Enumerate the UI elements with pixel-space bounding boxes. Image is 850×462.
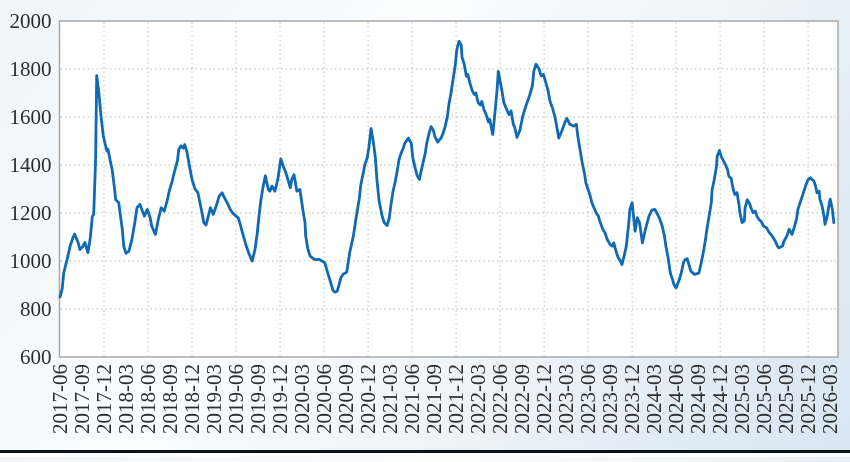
x-axis-tick-label: 2026-03: [818, 364, 842, 434]
x-axis-tick-label: 2017-12: [92, 364, 116, 434]
x-axis-tick-label: 2022-03: [466, 364, 490, 434]
x-axis-tick-label: 2024-06: [664, 364, 688, 434]
x-axis-tick-label: 2023-03: [554, 364, 578, 434]
x-axis-tick-label: 2020-09: [334, 364, 358, 434]
window-bottom-edge: [0, 450, 850, 453]
x-axis-tick-label: 2022-12: [532, 364, 556, 434]
y-axis-tick-label: 1200: [10, 201, 52, 225]
x-axis-tick-label: 2023-12: [620, 364, 644, 434]
x-axis-tick-label: 2021-03: [378, 364, 402, 434]
x-axis-tick-label: 2023-06: [576, 364, 600, 434]
y-axis-tick-label: 1800: [10, 57, 52, 81]
x-axis-tick-label: 2025-09: [774, 364, 798, 434]
x-axis-tick-label: 2018-06: [136, 364, 160, 434]
y-axis-tick-label: 1000: [10, 249, 52, 273]
window-bottom-margin: [0, 453, 850, 457]
x-axis-tick-label: 2025-06: [752, 364, 776, 434]
x-axis-tick-label: 2019-03: [202, 364, 226, 434]
x-axis-tick-label: 2022-09: [510, 364, 534, 434]
x-axis-tick-label: 2022-06: [488, 364, 512, 434]
data-series-line: [58, 40, 836, 299]
x-axis-tick-label: 2018-09: [158, 364, 182, 434]
x-axis-tick-label: 2023-09: [598, 364, 622, 434]
y-axis-tick-label: 800: [20, 297, 52, 321]
x-axis-tick-label: 2021-12: [444, 364, 468, 434]
x-axis-tick-label: 2021-06: [400, 364, 424, 434]
x-axis-tick-label: 2020-06: [312, 364, 336, 434]
x-axis-tick-label: 2024-09: [686, 364, 710, 434]
x-axis-tick-label: 2017-09: [70, 364, 94, 434]
x-axis-tick-label: 2020-12: [356, 364, 380, 434]
x-axis-tick-label: 2018-12: [180, 364, 204, 434]
y-axis-tick-label: 1600: [10, 105, 52, 129]
x-axis-tick-label: 2020-03: [290, 364, 314, 434]
y-axis-tick-label: 600: [20, 345, 52, 369]
x-axis-tick-label: 2019-09: [246, 364, 270, 434]
x-axis-tick-label: 2025-03: [730, 364, 754, 434]
x-axis-tick-label: 2025-12: [796, 364, 820, 434]
x-axis-tick-label: 2017-06: [48, 364, 72, 434]
plot-frame: [58, 20, 839, 358]
x-axis-tick-label: 2018-03: [114, 364, 138, 434]
x-axis-tick-label: 2019-12: [268, 364, 292, 434]
x-axis-tick-label: 2019-06: [224, 364, 248, 434]
y-axis-tick-label: 2000: [10, 9, 52, 33]
y-axis-tick-label: 1400: [10, 153, 52, 177]
x-axis-tick-label: 2024-03: [642, 364, 666, 434]
x-axis-tick-label: 2024-12: [708, 364, 732, 434]
x-axis-tick-label: 2021-09: [422, 364, 446, 434]
